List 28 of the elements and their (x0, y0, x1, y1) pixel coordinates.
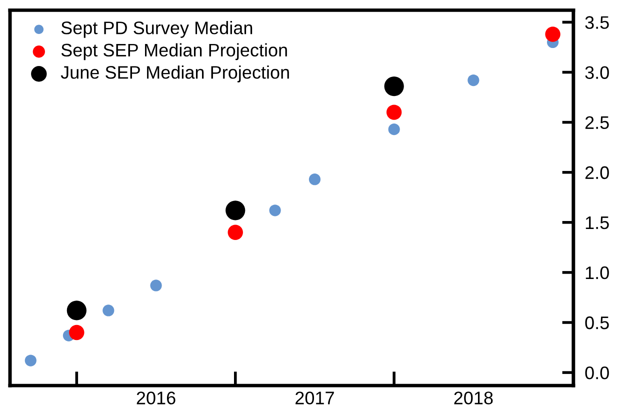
point (384, 76, 404, 96)
y-tick-label: 0.0 (585, 366, 609, 380)
legend-label: June SEP Median Projection (60, 66, 289, 82)
point (545, 26, 560, 42)
y-tick-label: 3.5 (585, 16, 609, 29)
point (150, 280, 162, 292)
point (102, 304, 114, 316)
y-tick-label: 3.0 (585, 66, 609, 79)
point (24, 354, 36, 366)
point (228, 224, 243, 240)
y-tick-label: 0.5 (585, 316, 609, 330)
y-tick-label: 2.0 (585, 166, 609, 180)
point (66, 300, 86, 320)
x-tick-label: 2016 (136, 392, 176, 404)
point (386, 104, 402, 120)
point (468, 74, 480, 86)
point (308, 174, 321, 186)
point (69, 324, 84, 340)
x-tick-label: 2018 (454, 392, 493, 404)
point (226, 200, 246, 220)
legend-label: Sept SEP Median Projection (61, 43, 287, 60)
y-tick-label: 1.5 (586, 216, 609, 230)
y-tick-label: 2.5 (585, 116, 609, 130)
point (388, 124, 400, 136)
legend-label: Sept PD Survey Median (61, 21, 252, 38)
y-tick-label: 1.0 (586, 266, 609, 280)
x-tick-label: 2017 (296, 392, 334, 404)
point (269, 204, 281, 216)
